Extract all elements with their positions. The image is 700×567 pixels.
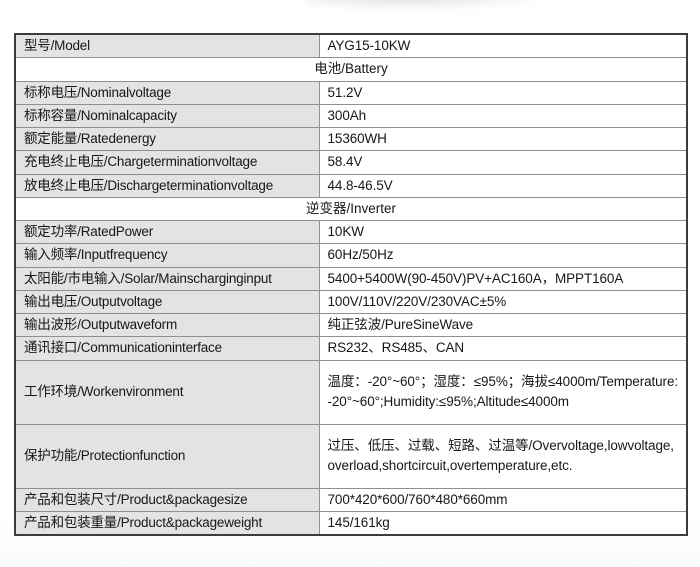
table-row: 工作环境/Workenvironment 温度：-20°~60°；湿度：≤95%；… bbox=[14, 359, 688, 425]
spec-table-body: 型号/Model AYG15-10KW 电池/Battery 标称电压/Nominal… bbox=[14, 33, 688, 536]
table-row: 放电终止电压/Dischargeterminationvoltage 44.8-4… bbox=[14, 173, 688, 198]
table-row: 通讯接口/Communicationinterface RS232、RS485、C… bbox=[14, 336, 688, 361]
section-header-row: 电池/Battery bbox=[14, 57, 688, 82]
spec-value: 58.4V bbox=[318, 150, 688, 175]
spec-label: 标称电压/Nominalvoltage bbox=[14, 80, 320, 105]
spec-label: 额定能量/Ratedenergy bbox=[14, 126, 320, 152]
spec-value: AYG15-10KW bbox=[318, 33, 688, 59]
spec-value: 300Ah bbox=[318, 103, 688, 129]
spec-label: 保护功能/Protectionfunction bbox=[14, 423, 320, 489]
table-row: 标称容量/Nominalcapacity 300Ah bbox=[14, 103, 688, 129]
section-title: 电池/Battery bbox=[14, 57, 688, 82]
table-row: 型号/Model AYG15-10KW bbox=[14, 33, 688, 59]
table-row: 标称电压/Nominalvoltage 51.2V bbox=[14, 80, 688, 105]
spec-value: 5400+5400W(90-450V)PV+AC160A，MPPT160A bbox=[318, 266, 688, 291]
spec-value: 51.2V bbox=[318, 80, 688, 105]
table-row: 产品和包装尺寸/Product&packagesize 700*420*600/7… bbox=[14, 487, 688, 512]
spec-value: 15360WH bbox=[318, 126, 688, 152]
spec-label: 输出电压/Outputvoltage bbox=[14, 289, 320, 315]
spec-label: 产品和包装尺寸/Product&packagesize bbox=[14, 487, 320, 512]
spec-value: RS232、RS485、CAN bbox=[318, 336, 688, 361]
spec-value: 145/161kg bbox=[318, 510, 688, 536]
spec-label: 输入频率/Inputfrequency bbox=[14, 243, 320, 268]
spec-label: 型号/Model bbox=[14, 33, 320, 59]
table-row: 输出波形/Outputwaveform 纯正弦波/PureSineWave bbox=[14, 312, 688, 338]
spec-value: 44.8-46.5V bbox=[318, 173, 688, 198]
product-spec-table: 型号/Model AYG15-10KW 电池/Battery 标称电压/Nominal… bbox=[14, 33, 688, 536]
spec-label: 额定功率/RatedPower bbox=[14, 219, 320, 245]
section-title: 逆变器/Inverter bbox=[14, 196, 688, 222]
spec-label: 放电终止电压/Dischargeterminationvoltage bbox=[14, 173, 320, 198]
spec-value: 100V/110V/220V/230VAC±5% bbox=[318, 289, 688, 315]
spec-label: 产品和包装重量/Product&packageweight bbox=[14, 510, 320, 536]
spec-value: 10KW bbox=[318, 219, 688, 245]
table-row: 输入频率/Inputfrequency 60Hz/50Hz bbox=[14, 243, 688, 268]
spec-label: 通讯接口/Communicationinterface bbox=[14, 336, 320, 361]
spec-value: 温度：-20°~60°；湿度：≤95%；海拔≤4000m/Temperature… bbox=[318, 359, 688, 425]
table-row: 额定能量/Ratedenergy 15360WH bbox=[14, 126, 688, 152]
page-top-artifact bbox=[305, 0, 555, 10]
spec-label: 输出波形/Outputwaveform bbox=[14, 312, 320, 338]
spec-value: 60Hz/50Hz bbox=[318, 243, 688, 268]
spec-value: 过压、低压、过载、短路、过温等/Overvoltage,lowvoltage,o… bbox=[318, 423, 688, 489]
table-row: 太阳能/市电输入/Solar/Mainscharginginput 5400+54… bbox=[14, 266, 688, 291]
table-row: 保护功能/Protectionfunction 过压、低压、过载、短路、过温等/O… bbox=[14, 423, 688, 489]
spec-label: 充电终止电压/Chargeterminationvoltage bbox=[14, 150, 320, 175]
spec-label: 标称容量/Nominalcapacity bbox=[14, 103, 320, 129]
table-row: 额定功率/RatedPower 10KW bbox=[14, 219, 688, 245]
table-row: 产品和包装重量/Product&packageweight 145/161kg bbox=[14, 510, 688, 536]
spec-value: 700*420*600/760*480*660mm bbox=[318, 487, 688, 512]
table-row: 输出电压/Outputvoltage 100V/110V/220V/230VAC±… bbox=[14, 289, 688, 315]
table-row: 充电终止电压/Chargeterminationvoltage 58.4V bbox=[14, 150, 688, 175]
spec-value: 纯正弦波/PureSineWave bbox=[318, 312, 688, 338]
section-header-row: 逆变器/Inverter bbox=[14, 196, 688, 222]
spec-label: 工作环境/Workenvironment bbox=[14, 359, 320, 425]
spec-label: 太阳能/市电输入/Solar/Mainscharginginput bbox=[14, 266, 320, 291]
